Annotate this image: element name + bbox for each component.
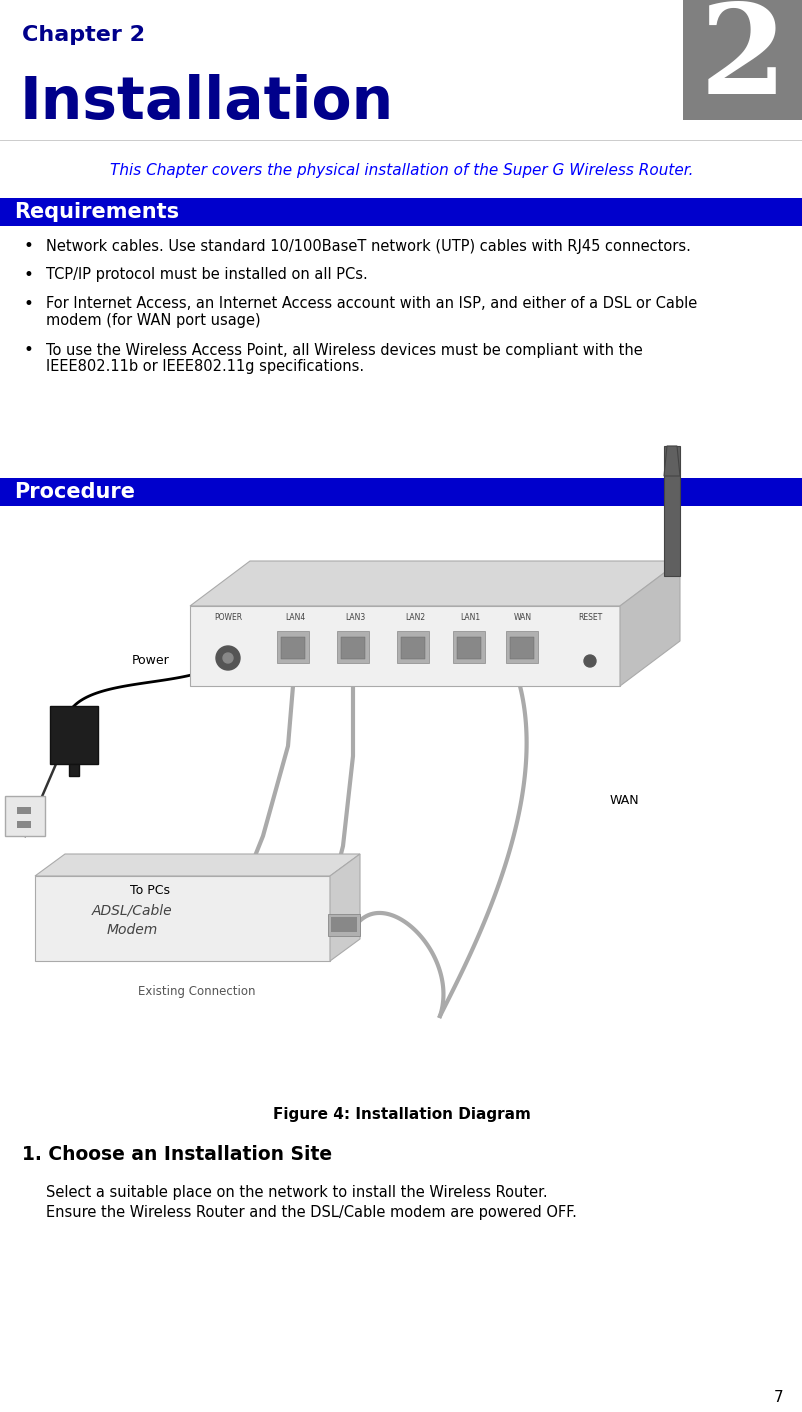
Bar [452,631,484,664]
Bar [277,631,309,664]
Text: TCP/IP protocol must be installed on all PCs.: TCP/IP protocol must be installed on all… [46,267,367,282]
Text: modem (for WAN port usage): modem (for WAN port usage) [46,313,261,329]
Text: •: • [23,265,33,284]
Bar [0,198,802,226]
Bar [683,0,802,120]
Text: LAN2: LAN2 [404,613,424,623]
Text: Network cables. Use standard 10/100BaseT network (UTP) cables with RJ45 connecto: Network cables. Use standard 10/100BaseT… [46,239,690,254]
Bar [50,706,98,764]
Polygon shape [330,854,359,962]
Text: Power: Power [132,655,170,668]
Polygon shape [619,561,679,686]
Bar [327,914,359,936]
Bar [400,637,424,659]
Circle shape [583,655,595,666]
Text: LAN4: LAN4 [285,613,305,623]
Text: POWER: POWER [213,613,241,623]
Text: ADSL/Cable
Modem: ADSL/Cable Modem [92,904,172,936]
Text: To PCs: To PCs [130,884,170,898]
Bar [35,875,330,962]
Polygon shape [35,854,359,875]
Polygon shape [663,446,679,476]
Polygon shape [190,561,679,606]
Bar [5,796,45,836]
Text: Figure 4: Installation Diagram: Figure 4: Installation Diagram [272,1107,530,1123]
Text: To use the Wireless Access Point, all Wireless devices must be compliant with th: To use the Wireless Access Point, all Wi… [46,343,642,357]
Bar [281,637,305,659]
Bar [190,606,619,686]
Text: LAN1: LAN1 [460,613,480,623]
Bar [341,637,365,659]
Bar [0,479,802,505]
Text: •: • [23,342,33,359]
Bar [337,631,369,664]
Text: 7: 7 [772,1391,782,1405]
Bar [456,637,480,659]
Text: Requirements: Requirements [14,202,179,222]
Circle shape [223,652,233,664]
Text: For Internet Access, an Internet Access account with an ISP, and either of a DSL: For Internet Access, an Internet Access … [46,297,696,312]
Bar [396,631,428,664]
Text: Ensure the Wireless Router and the DSL/Cable modem are powered OFF.: Ensure the Wireless Router and the DSL/C… [46,1206,576,1220]
Bar [69,764,79,777]
Bar [505,631,537,664]
Text: Chapter 2: Chapter 2 [22,25,145,45]
Text: This Chapter covers the physical installation of the Super G Wireless Router.: This Chapter covers the physical install… [110,162,692,178]
Text: Procedure: Procedure [14,481,135,503]
Text: LAN3: LAN3 [344,613,365,623]
Text: Select a suitable place on the network to install the Wireless Router.: Select a suitable place on the network t… [46,1186,547,1200]
Text: WAN: WAN [513,613,532,623]
Text: IEEE802.11b or IEEE802.11g specifications.: IEEE802.11b or IEEE802.11g specification… [46,360,363,374]
Text: 2: 2 [699,0,785,120]
Bar [330,916,357,932]
Text: RESET: RESET [577,613,602,623]
Text: 1. Choose an Installation Site: 1. Choose an Installation Site [22,1145,332,1165]
Circle shape [216,647,240,671]
Text: Existing Connection: Existing Connection [138,984,256,997]
Text: •: • [23,295,33,313]
Bar [17,808,31,813]
Text: Installation: Installation [20,73,394,130]
Bar [17,820,31,827]
Text: WAN: WAN [610,795,639,808]
Text: •: • [23,237,33,256]
Bar [663,446,679,576]
Bar [509,637,533,659]
